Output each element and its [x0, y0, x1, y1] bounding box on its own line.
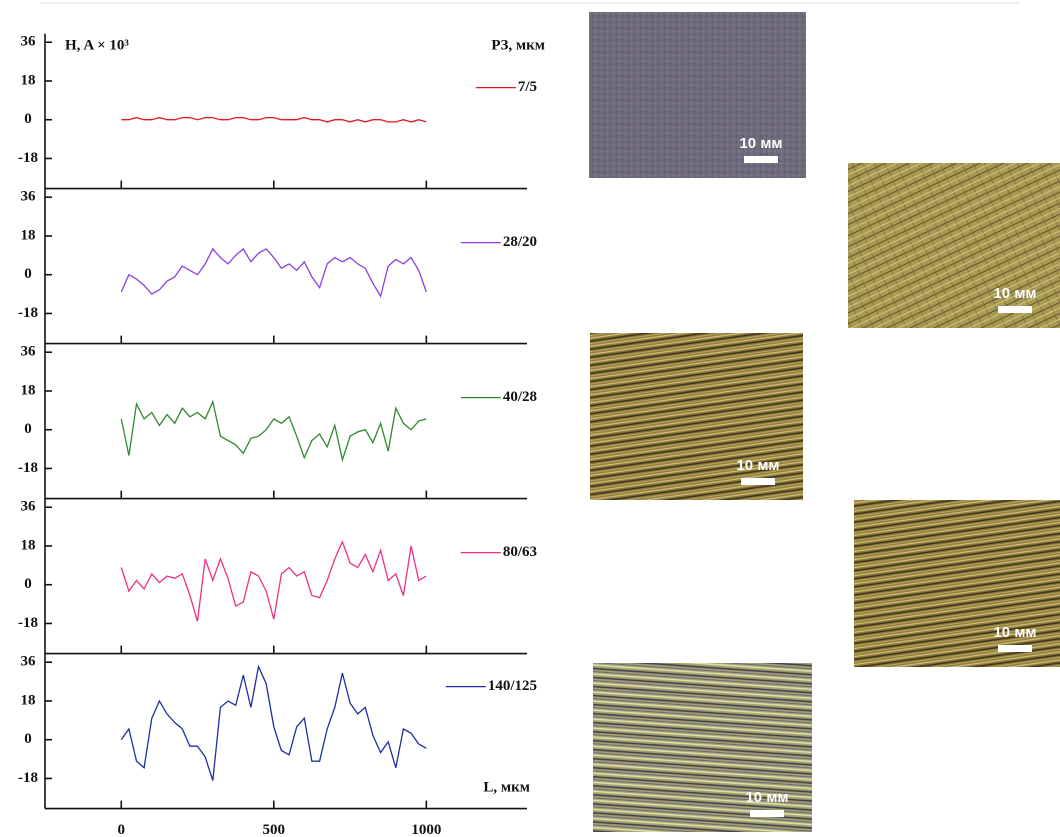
y-tick-label: 18 — [21, 72, 36, 88]
legend-label: 28/20 — [503, 234, 537, 250]
y-axis-label: H, A × 10³ — [65, 37, 129, 53]
micrograph — [854, 500, 1060, 667]
y-tick-label: -18 — [18, 150, 38, 166]
y-tick-label: 0 — [24, 731, 32, 747]
micrograph — [848, 163, 1060, 328]
y-tick-label: 36 — [21, 499, 37, 515]
scale-label: 10 мм — [745, 789, 788, 806]
scale-bar — [750, 810, 784, 817]
legend-title: PЗ, мкм — [491, 37, 545, 53]
x-axis-label: L, мкм — [483, 779, 530, 795]
y-tick-label: 18 — [21, 537, 36, 553]
micrograph — [589, 12, 806, 178]
y-tick-label: 18 — [21, 227, 36, 243]
scale-bar — [741, 478, 775, 485]
x-tick-label: 0 — [118, 822, 126, 837]
x-tick-label: 1000 — [411, 822, 441, 837]
y-tick-label: 18 — [21, 692, 36, 708]
y-tick-label: 0 — [24, 111, 32, 127]
y-tick-label: 0 — [24, 421, 32, 437]
y-tick-label: 18 — [21, 382, 36, 398]
data-line — [121, 542, 426, 622]
y-tick-label: 0 — [24, 576, 32, 592]
legend-label: 7/5 — [518, 79, 537, 95]
y-tick-label: 36 — [21, 654, 37, 670]
data-line — [121, 249, 426, 296]
scale-bar — [998, 645, 1032, 652]
y-tick-label: -18 — [18, 305, 38, 321]
legend-label: 80/63 — [503, 544, 537, 560]
figure: H, A × 10³ PЗ, мкм L, мкм 10 мм10 мм10 м… — [0, 0, 1060, 837]
data-line — [121, 667, 426, 781]
scale-label: 10 мм — [736, 457, 779, 474]
data-line — [121, 118, 426, 122]
legend-label: 140/125 — [488, 678, 537, 694]
y-tick-label: -18 — [18, 770, 38, 786]
micrograph — [590, 333, 803, 500]
legend-label: 40/28 — [503, 389, 537, 405]
scale-label: 10 мм — [993, 285, 1036, 302]
y-tick-label: 36 — [21, 189, 37, 205]
x-tick-label: 500 — [263, 822, 286, 837]
scale-bar — [998, 306, 1032, 313]
y-tick-label: 36 — [21, 344, 37, 360]
micrographs: 10 мм 10 мм 10 мм 10 мм 10 мм — [589, 12, 1060, 832]
micrograph — [593, 663, 812, 832]
scale-bar — [744, 156, 778, 163]
y-tick-label: -18 — [18, 615, 38, 631]
scale-label: 10 мм — [993, 624, 1036, 641]
y-tick-label: -18 — [18, 460, 38, 476]
data-line — [121, 402, 426, 460]
y-tick-label: 0 — [24, 266, 32, 282]
y-tick-label: 36 — [21, 34, 37, 50]
scale-label: 10 мм — [739, 135, 782, 152]
